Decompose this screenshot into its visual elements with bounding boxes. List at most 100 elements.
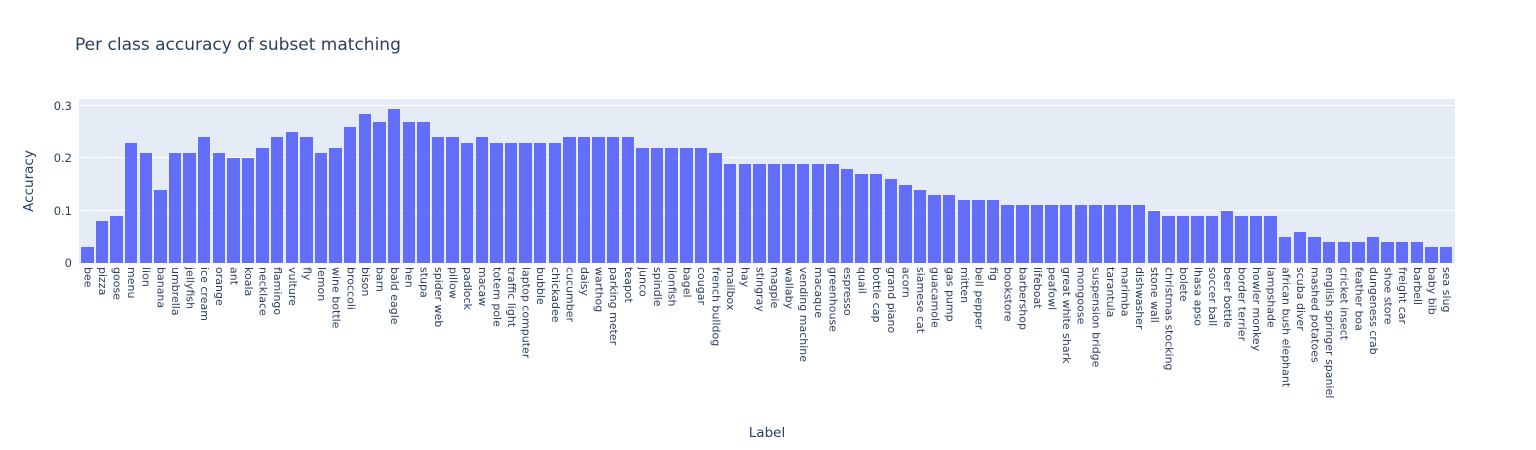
gridline xyxy=(79,209,1455,211)
x-tick-cell: bagel xyxy=(679,267,694,427)
bar-scuba-diver xyxy=(1293,232,1307,263)
x-tick-label: stone wall xyxy=(1147,267,1161,323)
bar-ant xyxy=(227,158,240,263)
x-tick-label: english springer spaniel xyxy=(1323,267,1337,399)
x-tick-label: traffic light xyxy=(504,267,518,328)
bar-totem-pole xyxy=(490,143,503,263)
x-tick-cell: orange xyxy=(211,267,226,427)
x-tick-label: mongoose xyxy=(1074,267,1088,325)
bar-jellyfish xyxy=(183,153,196,263)
x-tick-label: howler monkey xyxy=(1250,267,1264,352)
x-tick-cell: jellyfish xyxy=(182,267,197,427)
x-tick-cell: mashed potatoes xyxy=(1307,267,1322,427)
bar-beer-bottle xyxy=(1220,211,1234,263)
x-tick-cell: pizza xyxy=(95,267,110,427)
x-tick-label: scuba diver xyxy=(1293,267,1307,331)
x-tick-cell: hen xyxy=(401,267,416,427)
x-tick-label: guacamole xyxy=(928,267,942,328)
x-tick-label: bookstore xyxy=(1001,267,1015,322)
bar-macaw xyxy=(475,137,488,263)
bar-hen xyxy=(402,122,415,263)
x-tick-cell: grand piano xyxy=(884,267,899,427)
bar-magpie xyxy=(767,164,781,263)
x-tick-cell: daisy xyxy=(577,267,592,427)
x-tick-cell: lifeboat xyxy=(1030,267,1045,427)
x-tick-label: soccer ball xyxy=(1206,267,1220,327)
x-tick-cell: soccer ball xyxy=(1205,267,1220,427)
x-tick-cell: fig xyxy=(986,267,1001,427)
bar-spider-web xyxy=(431,137,445,263)
bar-baby-bib xyxy=(1425,247,1438,263)
x-tick-label: cougar xyxy=(694,267,708,305)
x-tick-cell: menu xyxy=(124,267,139,427)
bar-christmas-stocking xyxy=(1162,216,1175,263)
bar-shoe-store xyxy=(1381,242,1394,263)
x-tick-cell: totem pole xyxy=(489,267,504,427)
x-tick-label: lifeboat xyxy=(1030,267,1044,309)
gridline xyxy=(79,157,1455,159)
x-tick-label: bison xyxy=(358,267,372,297)
x-tick-label: spindle xyxy=(651,267,665,307)
x-tick-label: parking meter xyxy=(607,267,621,346)
x-tick-label: fly xyxy=(300,267,314,281)
bar-barn xyxy=(373,122,386,263)
x-tick-label: mashed potatoes xyxy=(1308,267,1322,363)
bar-lampshade xyxy=(1264,216,1277,263)
x-tick-label: dungeness crab xyxy=(1366,267,1380,355)
x-tick-label: warthog xyxy=(592,267,606,313)
bar-bison xyxy=(358,114,372,263)
bar-cricket-insect xyxy=(1337,242,1350,263)
bar-necklace xyxy=(256,148,269,263)
bar-gas-pump xyxy=(943,195,956,263)
x-tick-label: mitten xyxy=(957,267,971,304)
bar-wallaby xyxy=(782,164,795,263)
bar-bottle-cap xyxy=(870,174,883,263)
x-tick-label: totem pole xyxy=(490,267,504,327)
x-tick-label: suspension bridge xyxy=(1089,267,1103,368)
x-tick-cell: teapot xyxy=(621,267,636,427)
x-tick-label: fig xyxy=(987,267,1001,281)
bar-pillow xyxy=(446,137,459,263)
x-tick-cell: macaque xyxy=(810,267,825,427)
x-tick-label: hen xyxy=(402,267,416,288)
x-tick-cell: bubble xyxy=(533,267,548,427)
x-tick-label: banana xyxy=(154,267,168,309)
bar-vending-machine xyxy=(796,164,810,263)
bar-guacamole xyxy=(928,195,941,263)
y-tick-label: 0.2 xyxy=(53,151,72,166)
x-tick-label: pizza xyxy=(95,267,109,296)
bar-padlock xyxy=(460,143,474,263)
x-tick-cell: christmas stocking xyxy=(1161,267,1176,427)
x-tick-label: lionfish xyxy=(665,267,679,307)
x-tick-label: bubble xyxy=(534,267,548,305)
bar-peafowl xyxy=(1045,205,1058,263)
x-tick-label: quail xyxy=(855,267,869,294)
bar-dishwasher xyxy=(1132,205,1146,263)
x-tick-cell: flamingo xyxy=(270,267,285,427)
bar-freight-car xyxy=(1395,242,1409,263)
x-tick-cell: broccoli xyxy=(343,267,358,427)
x-tick-cell: lampshade xyxy=(1263,267,1278,427)
x-tick-label: bell pepper xyxy=(972,267,986,330)
bar-bubble xyxy=(533,143,547,263)
x-tick-cell: acorn xyxy=(898,267,913,427)
x-tick-label: bolete xyxy=(1177,267,1190,302)
x-tick-label: wallaby xyxy=(782,267,796,310)
x-tick-cell: vending machine xyxy=(796,267,811,427)
bar-feather-boa xyxy=(1352,242,1365,263)
x-tick-cell: spider web xyxy=(431,267,446,427)
x-tick-label: bee xyxy=(81,267,95,288)
x-tick-cell: laptop computer xyxy=(518,267,533,427)
x-tick-label: koala xyxy=(242,267,255,297)
x-tick-label: gas pump xyxy=(943,267,957,322)
x-tick-cell: quail xyxy=(854,267,869,427)
x-tick-cell: mongoose xyxy=(1073,267,1088,427)
x-tick-cell: feather boa xyxy=(1351,267,1366,427)
x-tick-cell: mitten xyxy=(957,267,972,427)
x-tick-label: daisy xyxy=(578,267,592,297)
bar-fig xyxy=(986,200,1000,263)
x-tick-label: barbershop xyxy=(1016,267,1030,330)
bar-lhasa-apso xyxy=(1191,216,1204,263)
bar-bald-eagle xyxy=(387,109,401,263)
